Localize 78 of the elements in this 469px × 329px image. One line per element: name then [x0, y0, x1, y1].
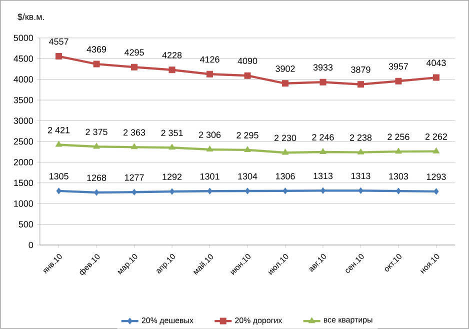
y-tick-label: 0 — [28, 242, 34, 248]
data-label: 4369 — [86, 46, 106, 53]
data-label: 3933 — [313, 64, 333, 71]
point — [244, 146, 251, 152]
point — [320, 187, 326, 194]
data-label: 4557 — [49, 38, 68, 45]
point — [396, 188, 401, 194]
data-label: 1306 — [276, 173, 295, 180]
point — [206, 146, 214, 152]
point — [56, 188, 62, 194]
y-tick-label: 4000 — [14, 76, 34, 83]
data-label: 1277 — [124, 174, 144, 181]
data-label: 1313 — [351, 172, 370, 180]
data-label: 1293 — [426, 174, 446, 180]
data-label: 2 230 — [274, 134, 296, 142]
data-label: 2 238 — [350, 134, 372, 141]
point — [357, 81, 364, 88]
point — [168, 144, 176, 150]
data-label: 4126 — [200, 56, 220, 63]
point — [432, 74, 440, 81]
data-label: 2 256 — [388, 134, 410, 140]
data-label: 1301 — [200, 173, 220, 180]
data-label: 2 363 — [124, 129, 146, 136]
point — [358, 187, 364, 194]
y-tick-label: 1500 — [14, 180, 34, 186]
point — [93, 60, 100, 68]
y-tick-label: 3000 — [14, 118, 34, 124]
point — [395, 78, 402, 84]
point — [94, 189, 100, 196]
point — [395, 148, 402, 154]
data-label: 3957 — [388, 63, 408, 70]
point — [432, 148, 440, 154]
y-tick-label: 500 — [18, 221, 34, 228]
point — [282, 80, 289, 87]
point — [131, 64, 138, 70]
data-label: 4090 — [238, 58, 258, 64]
data-label: 3902 — [276, 66, 295, 72]
y-tick-label: 2000 — [14, 159, 34, 166]
point — [282, 188, 288, 194]
point — [130, 143, 138, 150]
point — [170, 188, 175, 195]
point — [244, 72, 251, 79]
data-label: 2 306 — [199, 132, 221, 138]
data-label: 1313 — [314, 172, 333, 180]
y-tick-label: 4500 — [14, 55, 34, 62]
y-tick-label: 2500 — [14, 138, 34, 145]
y-tick-label: 1000 — [14, 200, 34, 207]
data-label: 4043 — [426, 60, 446, 66]
data-label: 1305 — [50, 173, 68, 180]
data-label: 4228 — [162, 52, 182, 58]
point — [132, 188, 137, 196]
point — [207, 188, 212, 194]
point — [206, 70, 214, 78]
data-label: 2 246 — [312, 134, 334, 140]
point — [320, 148, 326, 154]
data-label: 2 262 — [425, 133, 447, 140]
data-label: 1292 — [162, 174, 182, 180]
point — [434, 188, 439, 195]
point — [357, 148, 364, 154]
point — [168, 66, 176, 74]
data-label: 1268 — [87, 174, 106, 181]
data-label: 1303 — [389, 173, 408, 180]
point — [282, 148, 289, 155]
data-label: 3879 — [351, 66, 370, 73]
y-tick-label: 5000 — [14, 34, 34, 42]
data-label: 2 421 — [48, 126, 70, 134]
data-label: 1304 — [238, 173, 258, 180]
data-label: 2 375 — [86, 128, 108, 136]
point — [55, 140, 62, 147]
data-label: 4295 — [124, 49, 144, 56]
y-axis-title: $/кв.м. — [18, 13, 44, 21]
y-tick-label: 3500 — [14, 96, 34, 104]
point — [93, 142, 100, 149]
data-label: 2 351 — [161, 130, 183, 136]
point — [320, 78, 326, 86]
data-label: 2 295 — [236, 132, 258, 138]
point — [245, 188, 250, 194]
point — [56, 53, 62, 60]
